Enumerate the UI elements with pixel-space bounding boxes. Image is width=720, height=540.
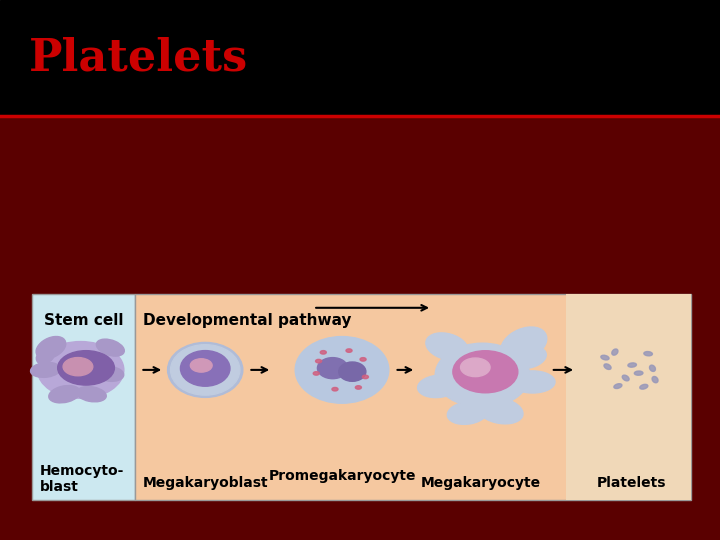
Ellipse shape — [447, 402, 488, 424]
Ellipse shape — [36, 336, 66, 359]
Text: Megakaryoblast: Megakaryoblast — [143, 476, 268, 490]
Ellipse shape — [318, 357, 348, 379]
Ellipse shape — [652, 376, 658, 383]
Ellipse shape — [96, 339, 125, 356]
Ellipse shape — [171, 345, 240, 395]
Bar — [566, 294, 691, 500]
Ellipse shape — [332, 388, 338, 391]
Ellipse shape — [63, 357, 93, 376]
Ellipse shape — [510, 371, 555, 393]
Ellipse shape — [49, 386, 80, 403]
Ellipse shape — [190, 359, 212, 372]
Ellipse shape — [305, 340, 351, 368]
Ellipse shape — [97, 367, 124, 381]
Ellipse shape — [346, 349, 352, 353]
Ellipse shape — [644, 352, 652, 356]
Bar — [0, 0, 720, 116]
Text: Megakaryocyte: Megakaryocyte — [421, 476, 541, 490]
Ellipse shape — [362, 375, 369, 379]
Text: Hemocyto-
blast: Hemocyto- blast — [40, 464, 124, 494]
Ellipse shape — [600, 355, 609, 360]
Ellipse shape — [313, 372, 319, 375]
Bar — [0, 116, 720, 540]
Ellipse shape — [640, 384, 648, 389]
Ellipse shape — [338, 362, 366, 381]
Ellipse shape — [336, 343, 380, 368]
Ellipse shape — [168, 342, 243, 397]
Ellipse shape — [500, 327, 546, 362]
Ellipse shape — [76, 387, 107, 402]
Ellipse shape — [295, 336, 389, 403]
Ellipse shape — [360, 357, 366, 361]
Ellipse shape — [304, 367, 343, 390]
Ellipse shape — [333, 372, 374, 396]
Bar — [135, 294, 691, 500]
Ellipse shape — [649, 365, 655, 372]
Ellipse shape — [36, 347, 55, 364]
Ellipse shape — [315, 360, 322, 363]
Ellipse shape — [461, 358, 490, 376]
Text: Promegakaryocyte: Promegakaryocyte — [269, 469, 415, 483]
Text: Developmental pathway: Developmental pathway — [143, 313, 351, 328]
Ellipse shape — [181, 350, 230, 386]
Text: Stem cell: Stem cell — [44, 313, 123, 328]
Bar — [32, 294, 135, 500]
Ellipse shape — [320, 350, 326, 354]
Ellipse shape — [37, 342, 124, 399]
Ellipse shape — [622, 375, 629, 381]
Ellipse shape — [628, 363, 636, 367]
Ellipse shape — [30, 362, 60, 377]
Ellipse shape — [58, 350, 114, 385]
Ellipse shape — [477, 397, 523, 424]
Ellipse shape — [604, 364, 611, 369]
Ellipse shape — [418, 375, 459, 397]
Ellipse shape — [634, 371, 643, 375]
Ellipse shape — [356, 386, 361, 389]
Ellipse shape — [614, 384, 622, 388]
Text: Platelets: Platelets — [597, 476, 666, 490]
Ellipse shape — [612, 349, 618, 355]
Text: Platelets: Platelets — [29, 37, 248, 79]
Ellipse shape — [513, 347, 546, 368]
Ellipse shape — [453, 350, 518, 393]
Ellipse shape — [426, 333, 468, 360]
Ellipse shape — [435, 343, 530, 407]
